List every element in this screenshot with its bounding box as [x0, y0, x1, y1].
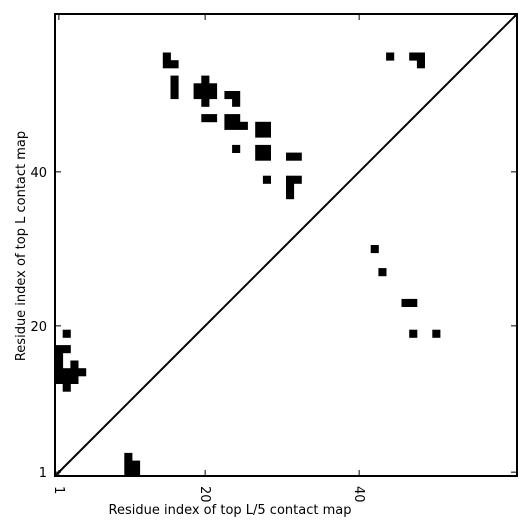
contact-cell-upper [209, 114, 218, 123]
contact-cell-lower [55, 360, 64, 369]
contact-cell-lower [409, 329, 418, 338]
contact-cell-lower [124, 468, 133, 477]
contact-cell-lower [70, 360, 79, 369]
contact-cell-upper [286, 152, 295, 161]
contact-cell-lower [409, 298, 418, 307]
contact-cell-upper [386, 52, 395, 61]
contact-cell-upper [170, 91, 179, 100]
contact-cell-lower [62, 383, 71, 392]
contact-cell-lower [55, 375, 64, 384]
contact-cell-upper [170, 75, 179, 84]
contact-cell-upper [224, 91, 233, 100]
contact-cell-upper [262, 129, 271, 138]
contact-cell-upper [232, 121, 241, 130]
contact-cell-upper [201, 75, 210, 84]
contact-cell-upper [201, 91, 210, 100]
contact-cell-lower [401, 298, 410, 307]
contact-cell-upper [201, 98, 210, 107]
contact-cell-upper [193, 91, 202, 100]
contact-cell-upper [232, 144, 241, 153]
contact-cell-upper [262, 121, 271, 130]
contact-cell-upper [209, 91, 218, 100]
contact-cell-lower [55, 352, 64, 361]
contact-cell-lower [124, 452, 133, 461]
contact-cell-upper [201, 83, 210, 92]
contact-cell-upper [170, 83, 179, 92]
contact-cell-lower [124, 460, 133, 469]
y-tick-label: 1 [39, 466, 47, 481]
contact-cell-upper [193, 83, 202, 92]
contact-cell-upper [232, 114, 241, 123]
contact-cell-upper [416, 60, 425, 69]
contact-cell-upper [201, 114, 210, 123]
plot-frame [54, 13, 518, 477]
contact-cell-upper [224, 121, 233, 130]
contact-cell-upper [286, 175, 295, 184]
x-axis-label: Residue index of top L/5 contact map [109, 503, 352, 518]
contact-cell-upper [416, 52, 425, 61]
contact-cell-lower [78, 368, 87, 377]
y-axis-ticks: 1 20 40 [30, 166, 517, 481]
contact-cell-lower [62, 329, 71, 338]
contact-cell-upper [286, 183, 295, 192]
contact-cell-upper [293, 175, 302, 184]
y-tick-label: 20 [30, 320, 47, 335]
x-tick-label: 20 [197, 486, 212, 503]
contact-cell-upper [232, 98, 241, 107]
contact-cell-upper [255, 121, 264, 130]
contact-cell-upper [255, 152, 264, 161]
x-axis-ticks: 1 20 40 [51, 14, 366, 503]
contact-cell-lower [55, 345, 64, 354]
diagonal-line [54, 13, 518, 477]
contact-cell-upper [162, 52, 171, 61]
contact-cell-upper [262, 144, 271, 153]
contact-cell-upper [255, 129, 264, 138]
contact-cell-lower [70, 368, 79, 377]
contact-cell-lower [70, 375, 79, 384]
x-tick-label: 40 [351, 486, 366, 503]
contact-cell-upper [170, 60, 179, 69]
contact-cell-lower [62, 375, 71, 384]
contact-cell-upper [262, 152, 271, 161]
contact-cell-upper [224, 114, 233, 123]
contact-cell-upper [293, 152, 302, 161]
contact-cell-lower [62, 368, 71, 377]
contact-cell-upper [232, 91, 241, 100]
contact-cell-upper [262, 175, 271, 184]
contact-cell-upper [286, 191, 295, 200]
contact-cell-lower [132, 460, 141, 469]
contact-cell-upper [255, 144, 264, 153]
contact-cell-upper [239, 121, 248, 130]
contact-cell-lower [432, 329, 441, 338]
contact-cell-lower [378, 268, 387, 277]
x-tick-label: 1 [51, 486, 66, 494]
contact-cell-upper [209, 83, 218, 92]
contact-cell-lower [55, 368, 64, 377]
contact-cell-upper [409, 52, 418, 61]
contact-cells [55, 52, 441, 477]
y-tick-label: 40 [30, 166, 47, 181]
contact-cell-lower [370, 245, 379, 254]
contact-cell-upper [162, 60, 171, 69]
contact-cell-lower [62, 345, 71, 354]
y-axis-label: Residue index of top L contact map [14, 131, 29, 361]
contact-cell-lower [132, 468, 141, 477]
